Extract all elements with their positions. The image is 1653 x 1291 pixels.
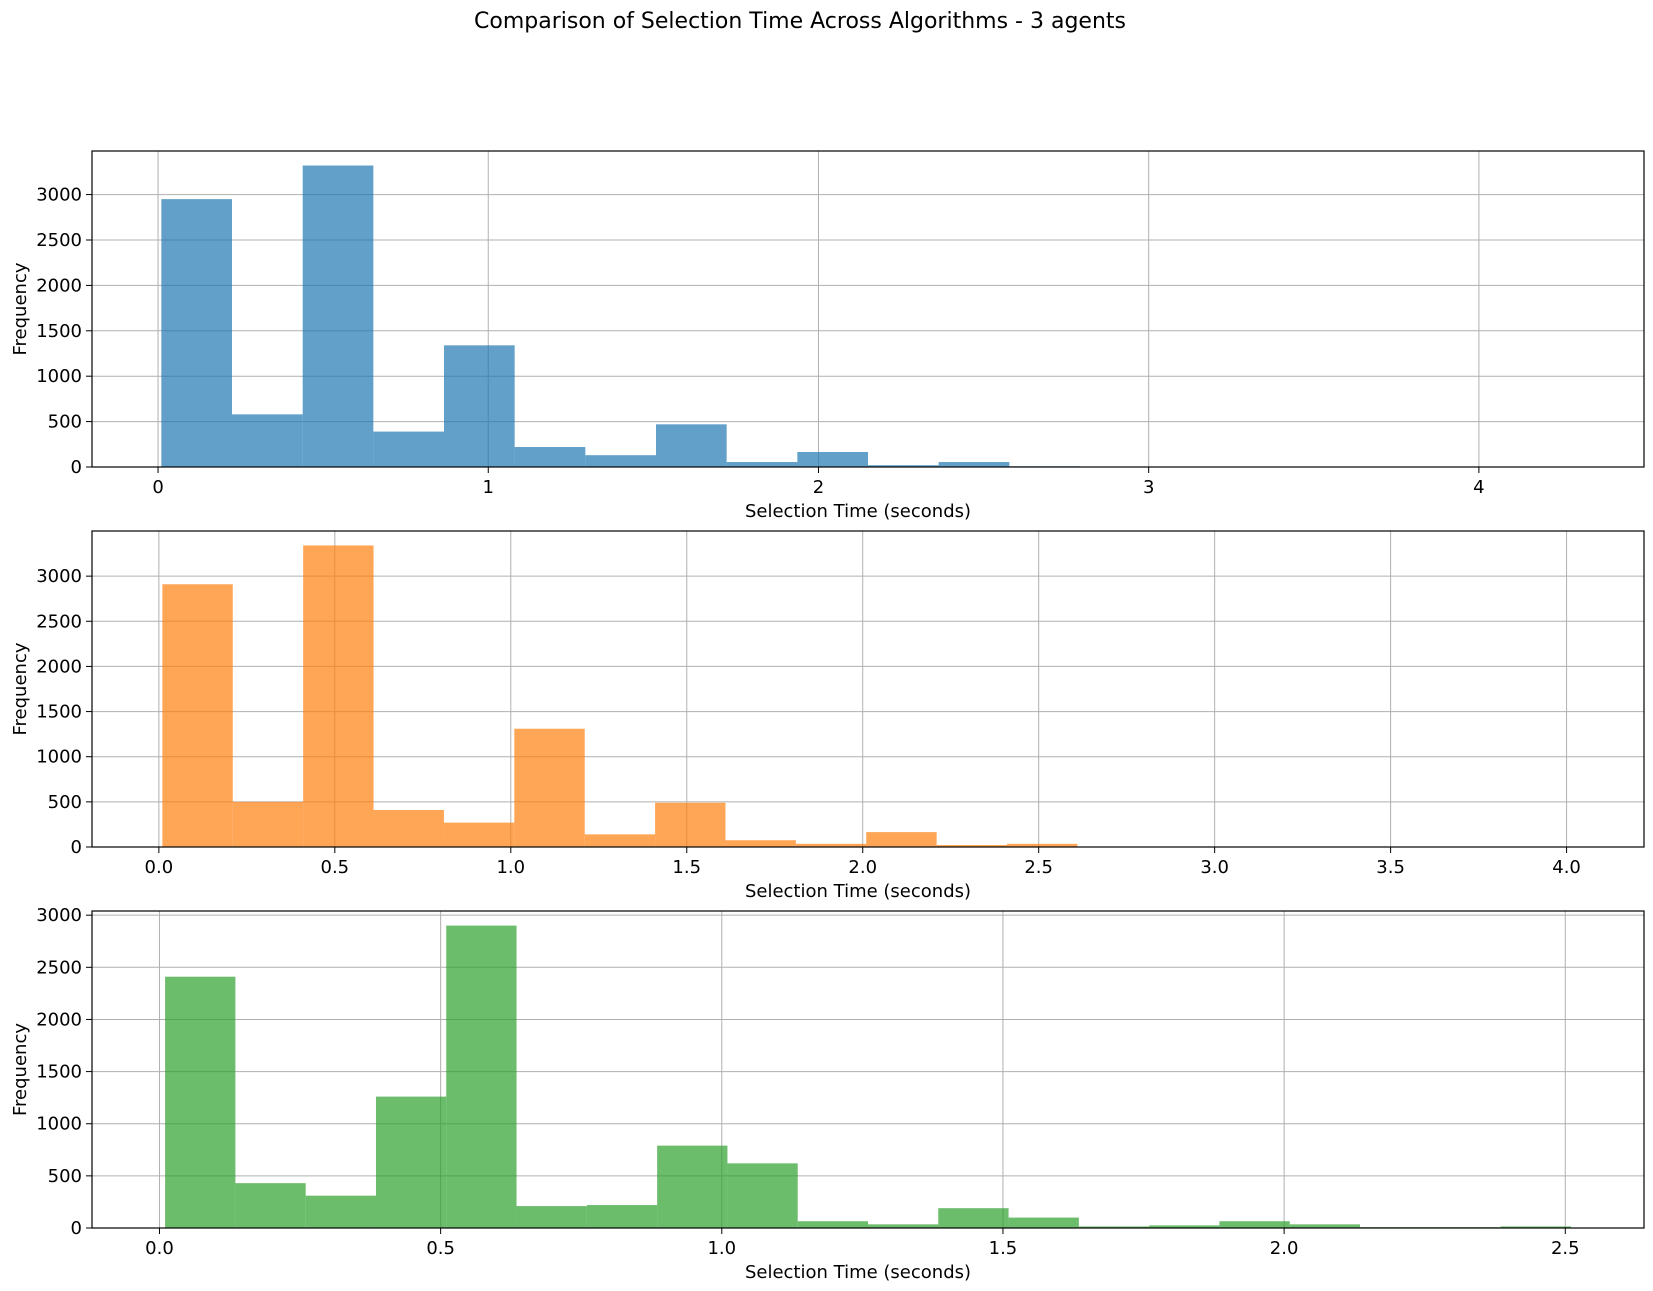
histogram-bar xyxy=(375,1096,447,1228)
histogram-bar xyxy=(302,165,374,467)
histogram-bar xyxy=(868,1224,939,1228)
x-tick-label: 0.5 xyxy=(321,857,350,878)
histogram-bar xyxy=(797,1221,868,1228)
histogram-bar xyxy=(235,1183,306,1228)
y-tick-label: 500 xyxy=(48,412,82,433)
y-tick-label: 1500 xyxy=(36,702,82,723)
x-tick-label: 0 xyxy=(152,477,163,498)
histogram-bar xyxy=(655,802,726,847)
axes-frame xyxy=(91,150,1645,468)
histogram-bar xyxy=(232,801,304,847)
y-axis-label: Frequency xyxy=(10,1023,31,1116)
histogram-bar xyxy=(162,584,233,847)
x-tick-label: 0.5 xyxy=(426,1238,455,1259)
histogram-bar xyxy=(446,925,517,1228)
subplot-2: 0.0 0.5 1.0 1.5 2.0 2.5 3.0 3.5 4.0 0 500 1000 1500 2… xyxy=(10,530,1645,902)
histogram-bar xyxy=(514,728,585,847)
x-axis-label: Selection Time (seconds) xyxy=(745,881,971,902)
y-tick-label: 0 xyxy=(71,837,82,858)
histogram-bar xyxy=(1219,1221,1290,1228)
x-tick-label: 1.0 xyxy=(496,857,525,878)
x-tick-label: 3 xyxy=(1143,477,1154,498)
histogram-bar xyxy=(725,840,796,847)
x-tick-label: 3.5 xyxy=(1376,857,1405,878)
histogram-bar xyxy=(444,345,515,467)
histogram-bar xyxy=(726,462,798,467)
x-tick-label: 1.0 xyxy=(707,1238,736,1259)
histogram-bar xyxy=(373,809,444,847)
histogram-bar xyxy=(514,447,586,467)
y-tick-label: 500 xyxy=(48,1166,82,1187)
y-tick-label: 3000 xyxy=(36,566,82,587)
histogram-bar xyxy=(165,976,236,1228)
y-axis-label: Frequency xyxy=(10,262,31,355)
histogram-bar xyxy=(1078,1226,1150,1228)
histogram-bar xyxy=(443,822,515,847)
histogram-bar xyxy=(657,1145,728,1228)
subplot-1: 0 1 2 3 4 0 500 1000 1500 2000 2500 3000 Selection T… xyxy=(10,150,1645,522)
subplots: 0 1 2 3 4 0 500 1000 1500 2000 2500 3000 Selection T… xyxy=(10,150,1645,1283)
x-tick-label: 3.0 xyxy=(1200,857,1229,878)
histogram-bar xyxy=(797,452,868,467)
histogram-bar xyxy=(303,545,374,847)
histogram-bar xyxy=(585,455,657,467)
histogram-bar xyxy=(232,414,303,467)
y-tick-label: 500 xyxy=(48,792,82,813)
y-tick-label: 1000 xyxy=(36,366,82,387)
histogram-bar xyxy=(938,462,1010,467)
histogram-bar xyxy=(305,1195,376,1228)
histogram-bar xyxy=(795,843,867,847)
x-axis-label: Selection Time (seconds) xyxy=(745,501,971,522)
histogram-bar xyxy=(373,431,445,467)
histogram-bar xyxy=(516,1206,587,1228)
histogram-bar xyxy=(938,1208,1009,1228)
x-tick-label: 4 xyxy=(1473,477,1484,498)
y-tick-label: 2500 xyxy=(36,957,82,978)
y-tick-label: 2000 xyxy=(36,656,82,677)
histogram-bar xyxy=(727,1163,798,1228)
y-tick-label: 2000 xyxy=(36,275,82,296)
histogram-bar xyxy=(936,845,1008,847)
histogram-bar xyxy=(868,465,939,467)
x-tick-label: 0.0 xyxy=(145,1238,174,1259)
x-tick-label: 1 xyxy=(483,477,494,498)
y-tick-label: 2500 xyxy=(36,230,82,251)
histogram-bar xyxy=(161,199,233,467)
y-tick-label: 2500 xyxy=(36,611,82,632)
y-tick-label: 1500 xyxy=(36,1062,82,1083)
y-tick-label: 0 xyxy=(71,1218,82,1239)
histogram-bar xyxy=(586,1205,658,1228)
y-axis-label: Frequency xyxy=(10,642,31,735)
y-tick-label: 1000 xyxy=(36,747,82,768)
histogram-bar xyxy=(1500,1226,1571,1228)
y-tick-label: 3000 xyxy=(36,905,82,926)
x-tick-label: 0.0 xyxy=(145,857,174,878)
histogram-bar xyxy=(1149,1225,1220,1228)
x-tick-label: 1.5 xyxy=(672,857,701,878)
x-tick-label: 2.0 xyxy=(848,857,877,878)
x-tick-label: 2.0 xyxy=(1270,1238,1299,1259)
axes-frame xyxy=(91,910,1645,1229)
y-tick-label: 1000 xyxy=(36,1114,82,1135)
histogram-bar xyxy=(656,424,727,467)
histogram-bar xyxy=(584,834,656,847)
x-axis-label: Selection Time (seconds) xyxy=(745,1262,971,1283)
y-tick-label: 2000 xyxy=(36,1009,82,1030)
histogram-bar xyxy=(1007,843,1078,847)
x-tick-label: 4.0 xyxy=(1552,857,1581,878)
y-tick-label: 1500 xyxy=(36,321,82,342)
axes-frame xyxy=(91,530,1645,848)
x-tick-label: 2.5 xyxy=(1024,857,1053,878)
y-tick-label: 0 xyxy=(71,457,82,478)
x-tick-label: 1.5 xyxy=(989,1238,1018,1259)
figure-title: Comparison of Selection Time Across Algo… xyxy=(474,9,1126,34)
histogram-bar xyxy=(1008,1217,1079,1228)
x-tick-label: 2 xyxy=(813,477,824,498)
subplot-3: 0.0 0.5 1.0 1.5 2.0 2.5 0 500 1000 1500 2000 2500 30… xyxy=(10,905,1645,1283)
y-tick-label: 3000 xyxy=(36,185,82,206)
histogram-bar xyxy=(1289,1224,1361,1228)
histogram-bar xyxy=(866,832,937,847)
x-tick-label: 2.5 xyxy=(1551,1238,1580,1259)
